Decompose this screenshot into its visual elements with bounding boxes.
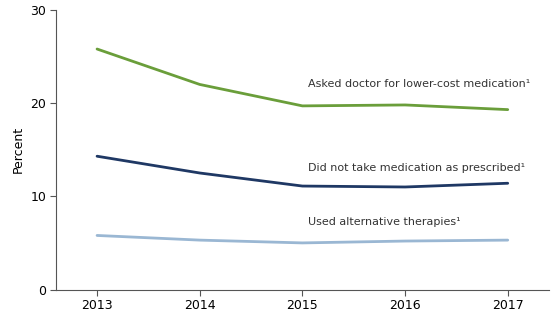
Text: Did not take medication as prescribed¹: Did not take medication as prescribed¹: [307, 163, 525, 173]
Text: Used alternative therapies¹: Used alternative therapies¹: [307, 217, 460, 227]
Y-axis label: Percent: Percent: [12, 126, 25, 173]
Text: Asked doctor for lower-cost medication¹: Asked doctor for lower-cost medication¹: [307, 79, 530, 89]
